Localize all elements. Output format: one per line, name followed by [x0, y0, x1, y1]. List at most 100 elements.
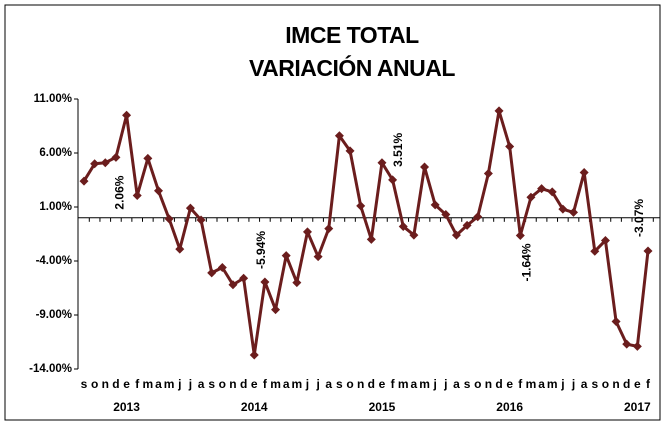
marker	[643, 246, 653, 256]
marker	[537, 184, 547, 194]
x-tick-label: f	[391, 377, 396, 391]
x-tick-label: d	[240, 377, 247, 391]
x-tick-label: o	[91, 377, 98, 391]
marker	[175, 244, 185, 254]
series-line	[82, 109, 650, 357]
x-tick-label: a	[283, 377, 290, 391]
marker	[377, 158, 387, 168]
x-year-label: 2016	[496, 400, 523, 414]
x-tick-label: e	[379, 377, 386, 391]
x-tick-label: s	[464, 377, 471, 391]
x-tick-label: f	[646, 377, 651, 391]
marker	[260, 277, 270, 287]
x-tick-label: s	[336, 377, 343, 391]
marker	[100, 158, 110, 168]
x-year-label: 2015	[369, 400, 396, 414]
x-year-label: 2014	[241, 400, 268, 414]
y-tick-label: 6.00%	[39, 147, 72, 159]
marker	[164, 214, 174, 224]
marker	[632, 341, 642, 351]
marker	[281, 251, 291, 261]
marker	[228, 280, 238, 290]
x-tick-label: f	[518, 377, 523, 391]
data-label: -3.07%	[632, 199, 646, 237]
x-tick-label: a	[325, 377, 332, 391]
marker	[313, 252, 323, 262]
marker	[473, 212, 483, 222]
marker	[462, 220, 472, 230]
marker	[122, 110, 132, 120]
marker	[292, 278, 302, 288]
x-tick-label: m	[419, 377, 430, 391]
marker	[451, 230, 461, 240]
marker	[356, 201, 366, 211]
marker	[217, 262, 227, 272]
x-tick-label: s	[81, 377, 88, 391]
x-tick-label: e	[506, 377, 513, 391]
data-label: 3.51%	[391, 133, 405, 167]
marker	[569, 207, 579, 217]
marker	[526, 192, 536, 202]
x-tick-label: m	[291, 377, 302, 391]
x-tick-label: o	[474, 377, 481, 391]
y-tick-label: 1.00%	[39, 201, 72, 213]
marker	[302, 227, 312, 237]
x-tick-label: o	[602, 377, 609, 391]
y-tick-label: -9.00%	[36, 309, 72, 321]
x-tick-label: f	[135, 377, 140, 391]
marker	[600, 235, 610, 245]
x-tick-label: d	[112, 377, 119, 391]
marker	[505, 142, 515, 152]
marker	[579, 167, 589, 177]
marker	[547, 187, 557, 197]
marker	[388, 175, 398, 185]
marker	[409, 230, 419, 240]
x-tick-label: m	[164, 377, 175, 391]
data-label: -5.94%	[254, 231, 268, 269]
data-label: -1.64%	[519, 243, 533, 281]
x-tick-label: m	[398, 377, 409, 391]
marker	[366, 234, 376, 244]
marker	[420, 162, 430, 172]
marker	[132, 191, 142, 201]
x-tick-label: n	[357, 377, 364, 391]
chart-subtitle: VARIACIÓN ANUAL	[249, 54, 455, 81]
marker	[111, 152, 121, 162]
x-tick-label: a	[198, 377, 205, 391]
x-tick-label: n	[485, 377, 492, 391]
marker	[611, 316, 621, 326]
marker	[239, 273, 249, 283]
marker	[345, 146, 355, 156]
x-tick-label: a	[538, 377, 545, 391]
x-tick-label: j	[315, 377, 319, 391]
x-tick-label: s	[208, 377, 215, 391]
x-tick-label: n	[229, 377, 236, 391]
x-tick-label: m	[526, 377, 537, 391]
x-tick-label: e	[251, 377, 258, 391]
x-tick-label: j	[443, 377, 447, 391]
x-tick-label: j	[571, 377, 575, 391]
data-label: 2.06%	[112, 175, 126, 209]
chart-title: IMCE TOTAL	[285, 22, 419, 48]
x-tick-label: m	[143, 377, 154, 391]
marker	[334, 131, 344, 141]
marker	[143, 153, 153, 163]
x-tick-label: a	[411, 377, 418, 391]
x-tick-label: a	[581, 377, 588, 391]
y-tick-label: -14.00%	[29, 363, 72, 375]
marker	[558, 204, 568, 214]
marker	[249, 350, 259, 360]
x-tick-label: n	[612, 377, 619, 391]
marker	[185, 203, 195, 213]
x-tick-label: o	[346, 377, 353, 391]
marker	[590, 246, 600, 256]
x-tick-label: m	[270, 377, 281, 391]
marker	[271, 305, 281, 315]
x-year-label: 2013	[113, 400, 140, 414]
chart-border	[4, 4, 661, 421]
y-tick-label: -4.00%	[36, 255, 72, 267]
x-year-label: 2017	[624, 400, 651, 414]
marker	[153, 186, 163, 196]
x-tick-label: j	[560, 377, 564, 391]
